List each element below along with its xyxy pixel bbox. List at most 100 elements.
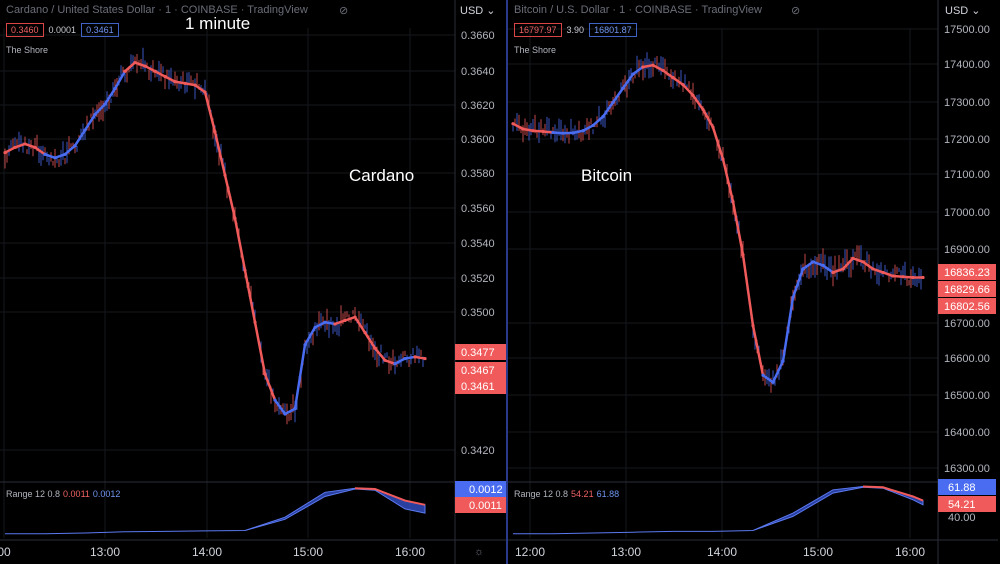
x-tick-label: 15:00 bbox=[293, 545, 323, 559]
shore-line-segment bbox=[651, 63, 665, 72]
shore-point bbox=[851, 256, 855, 260]
shore-point bbox=[861, 260, 865, 264]
shore-line-segment bbox=[93, 102, 107, 116]
x-tick-label: 12:00 bbox=[515, 545, 545, 559]
shore-line-segment bbox=[413, 355, 427, 360]
eye-icon[interactable]: ⊘ bbox=[339, 5, 349, 17]
value-diff: 0.0001 bbox=[48, 25, 77, 35]
range-band-red bbox=[862, 485, 924, 502]
shore-line-segment bbox=[871, 267, 885, 274]
shore-point bbox=[73, 144, 77, 148]
bitcoin-chart[interactable]: 17500.00 17400.00 17300.00 17200.00 17100.00… bbox=[508, 0, 1000, 564]
shore-line-segment bbox=[531, 129, 545, 133]
shore-line-segment bbox=[253, 320, 267, 376]
shore-point bbox=[871, 267, 875, 271]
shore-line-segment bbox=[313, 320, 327, 329]
shore-point bbox=[323, 320, 327, 324]
shore-point bbox=[423, 356, 427, 361]
cardano-chart[interactable]: 0.3660 0.3640 0.3620 0.3600 0.3580 0.3560 0.35… bbox=[0, 0, 506, 564]
shore-point bbox=[173, 80, 177, 84]
shore-line-segment bbox=[851, 257, 865, 264]
y-tick-label: 16700.00 bbox=[944, 318, 990, 330]
shore-line-segment bbox=[193, 83, 207, 94]
shore-point bbox=[373, 346, 377, 350]
shore-point bbox=[283, 412, 287, 416]
shore-point bbox=[223, 173, 227, 177]
shore-point bbox=[581, 129, 585, 133]
shore-point bbox=[303, 343, 307, 347]
y-tick-label: 17100.00 bbox=[944, 169, 990, 181]
y-tick-label: 17400.00 bbox=[944, 59, 990, 71]
sub-indicator-label: Range 12 0.8 54.21 61.88 bbox=[514, 489, 619, 499]
shore-line-segment bbox=[691, 94, 705, 111]
shore-line-segment bbox=[303, 326, 317, 346]
shore-point bbox=[691, 93, 695, 97]
x-tick-label: 13:00 bbox=[90, 545, 120, 559]
shore-point bbox=[771, 380, 775, 384]
shore-point bbox=[791, 295, 795, 299]
shore-line-segment bbox=[641, 63, 655, 69]
shore-line-segment bbox=[601, 101, 615, 118]
y-tick-label: 0.3420 bbox=[461, 445, 495, 457]
shore-point bbox=[731, 200, 735, 204]
shore-point bbox=[233, 216, 237, 220]
shore-point bbox=[751, 324, 755, 328]
ohlc-values: 16797.97 3.90 16801.87 bbox=[514, 23, 637, 37]
shore-line-segment bbox=[353, 315, 367, 334]
price-badge-label: 0.3467 bbox=[461, 365, 495, 377]
shore-line-segment bbox=[73, 128, 87, 147]
indicator-name: The Shore bbox=[6, 45, 49, 55]
shore-point bbox=[43, 152, 47, 156]
sub-badge-label: 54.21 bbox=[948, 499, 976, 511]
shore-point bbox=[541, 129, 545, 134]
y-tick-label: 0.3560 bbox=[461, 203, 495, 215]
shore-point bbox=[531, 129, 535, 133]
shore-point bbox=[353, 315, 357, 319]
shore-point bbox=[313, 325, 317, 330]
shore-point bbox=[841, 267, 845, 271]
currency-selector[interactable]: USD ⌄ bbox=[945, 5, 981, 17]
shore-point bbox=[383, 358, 387, 362]
shore-line-segment bbox=[671, 76, 685, 86]
indicator-name: The Shore bbox=[514, 45, 557, 55]
shore-line-segment bbox=[23, 142, 37, 149]
shore-point bbox=[123, 69, 127, 73]
shore-line-segment bbox=[621, 72, 635, 90]
shore-line-segment bbox=[83, 113, 97, 132]
shore-line-segment bbox=[403, 355, 417, 360]
shore-point bbox=[721, 157, 725, 161]
value-blue: 0.3461 bbox=[81, 23, 119, 37]
cardano-panel: 0.3660 0.3640 0.3620 0.3600 0.3580 0.3560 0.35… bbox=[0, 0, 506, 564]
shore-line-segment bbox=[701, 108, 715, 129]
price-badge bbox=[455, 378, 506, 394]
sub-value-red: 54.21 bbox=[571, 489, 594, 499]
currency-selector[interactable]: USD ⌄ bbox=[460, 5, 496, 17]
shore-point bbox=[741, 253, 745, 257]
shore-line-segment bbox=[731, 200, 745, 257]
sub-indicator-name: Range 12 0.8 bbox=[6, 489, 61, 499]
shore-line-segment bbox=[511, 122, 525, 131]
shore-line-segment bbox=[173, 80, 187, 85]
shore-point bbox=[641, 65, 645, 69]
shore-point bbox=[621, 86, 625, 90]
eye-icon[interactable]: ⊘ bbox=[791, 5, 801, 17]
y-tick-label: 16600.00 bbox=[944, 353, 990, 365]
shore-line-segment bbox=[761, 373, 775, 384]
shore-point bbox=[781, 359, 785, 363]
shore-point bbox=[93, 112, 97, 117]
shore-point bbox=[821, 263, 825, 268]
shore-line-segment bbox=[263, 372, 277, 402]
shore-line-segment bbox=[273, 398, 287, 416]
settings-icon[interactable]: ☼ bbox=[474, 546, 485, 558]
shore-point bbox=[881, 270, 885, 275]
shore-point bbox=[911, 275, 915, 280]
shore-point bbox=[213, 130, 217, 134]
shore-point bbox=[343, 318, 347, 323]
panel-divider bbox=[506, 0, 508, 564]
shore-line-segment bbox=[821, 264, 835, 274]
shore-line-segment bbox=[591, 115, 605, 127]
shore-point bbox=[901, 275, 905, 279]
price-badge bbox=[455, 362, 506, 378]
sub-badge bbox=[938, 479, 996, 495]
shore-point bbox=[671, 76, 675, 80]
